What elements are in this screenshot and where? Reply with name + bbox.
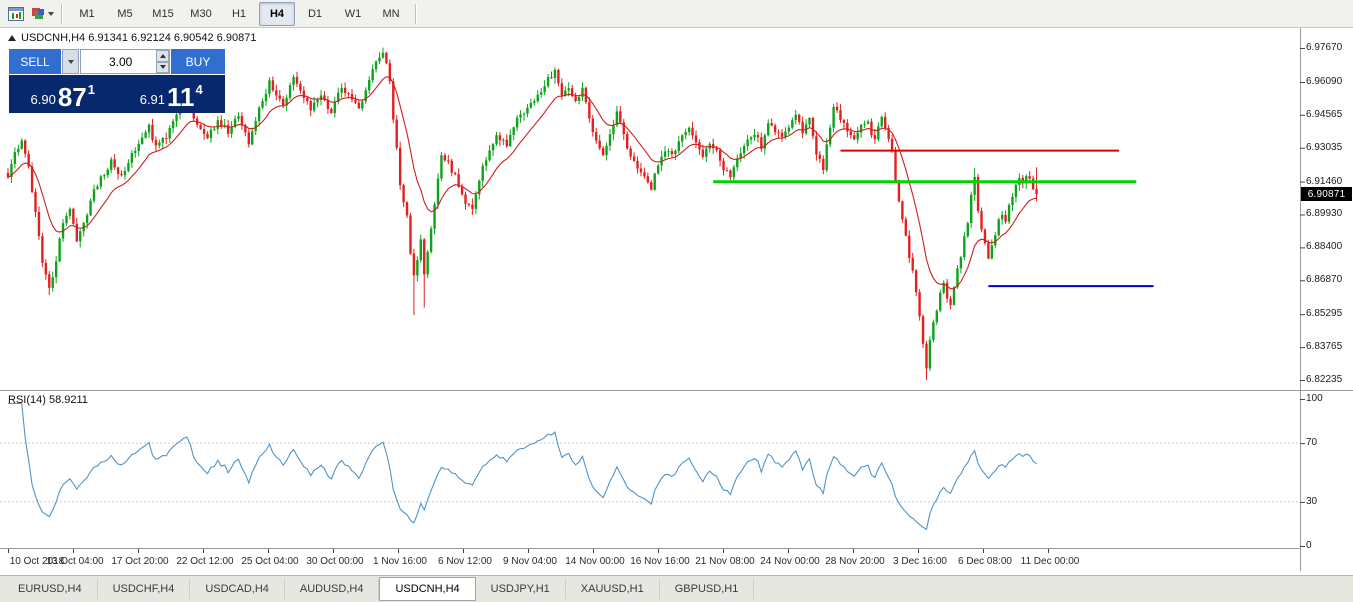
time-axis-label: 6 Nov 12:00 — [438, 556, 492, 567]
time-axis-label: 3 Dec 16:00 — [893, 556, 947, 567]
lot-size-input[interactable] — [80, 49, 170, 74]
sell-price-display[interactable]: 6.90 87 1 — [9, 75, 117, 113]
time-axis-label: 9 Nov 04:00 — [503, 556, 557, 567]
chart-window-glyph — [8, 6, 24, 21]
price-axis-label: 6.85295 — [1306, 308, 1343, 320]
price-axis-label: 6.91460 — [1306, 175, 1343, 187]
order-type-dropdown[interactable] — [62, 49, 79, 74]
lot-spinner-down[interactable] — [156, 61, 169, 73]
time-axis-label: 24 Nov 00:00 — [760, 556, 820, 567]
sell-price-big: 87 — [57, 82, 87, 112]
chart-tab-bar: EURUSD,H4 USDCHF,H4 USDCAD,H4 AUDUSD,H4 USDC… — [0, 575, 1353, 602]
indicator-axis-label: 100 — [1306, 393, 1323, 404]
price-axis-label: 6.83765 — [1306, 341, 1343, 353]
price-axis-label: 6.89930 — [1306, 208, 1343, 220]
time-axis-label: 22 Oct 12:00 — [176, 556, 234, 567]
sell-button[interactable]: SELL — [9, 49, 61, 74]
buy-button[interactable]: BUY — [171, 49, 225, 74]
one-click-trading-panel: SELL BUY 6.90 87 1 6.91 11 4 — [9, 49, 225, 113]
price-axis-label: 6.82235 — [1306, 374, 1343, 385]
sell-price-prefix: 6.90 — [30, 92, 56, 107]
timeframe-m15-button[interactable]: M15 — [152, 7, 174, 20]
chart-colors-icon[interactable] — [30, 2, 55, 26]
price-axis-label: 6.86870 — [1306, 274, 1343, 286]
current-price-tag: 6.90871 — [1301, 187, 1352, 201]
buy-price-display[interactable]: 6.91 11 4 — [117, 75, 225, 113]
time-axis-label: 13 Oct 04:00 — [46, 556, 104, 567]
time-axis-label: 17 Oct 20:00 — [111, 556, 169, 567]
chart-title-text: USDCNH,H4 6.91341 6.92124 6.90542 6.9087… — [21, 32, 257, 44]
spinner-up-icon — [159, 53, 166, 58]
timeframe-m1-button[interactable]: M1 — [79, 7, 95, 20]
time-axis-label: 28 Nov 20:00 — [825, 556, 885, 567]
timeframe-m30-button[interactable]: M30 — [190, 7, 212, 20]
one-click-collapse-icon[interactable] — [8, 35, 16, 41]
sell-price-pip: 1 — [87, 82, 95, 97]
timeframe-w1-button[interactable]: W1 — [344, 7, 362, 20]
chart-window-icon[interactable] — [4, 2, 28, 26]
spinner-down-icon — [159, 65, 166, 70]
timeframe-toolbar: M1 M5 M15 M30 H1 H4 D1 W1 MN — [68, 1, 410, 26]
time-axis-label: 16 Nov 16:00 — [630, 556, 690, 567]
time-axis-label: 30 Oct 00:00 — [306, 556, 364, 567]
timeframe-m5-button[interactable]: M5 — [117, 7, 133, 20]
lot-spinner-up[interactable] — [156, 50, 169, 62]
time-axis-label: 11 Dec 00:00 — [1020, 556, 1080, 567]
chart-tab-usdchf[interactable]: USDCHF,H4 — [98, 579, 191, 599]
chart-tab-eurusd[interactable]: EURUSD,H4 — [3, 579, 98, 599]
rsi-indicator-label: RSI(14) 58.9211 — [8, 394, 88, 406]
top-toolbar: M1 M5 M15 M30 H1 H4 D1 W1 MN — [0, 0, 1353, 28]
time-axis-label: 10 Oct 2018 — [9, 556, 65, 567]
buy-price-big: 11 — [167, 82, 195, 112]
price-axis-label: 6.93035 — [1306, 141, 1343, 153]
caret-down-icon — [48, 11, 54, 16]
time-axis-label: 25 Oct 04:00 — [241, 556, 299, 567]
price-axis-label: 6.97670 — [1306, 42, 1343, 53]
lot-size-field — [80, 49, 170, 74]
timeframe-h4-button[interactable]: H4 — [259, 1, 295, 26]
chart-tab-xauusd[interactable]: XAUUSD,H1 — [566, 579, 660, 599]
caret-down-icon — [67, 59, 74, 64]
timeframe-d1-button[interactable]: D1 — [307, 7, 323, 20]
indicator-axis-label: 0 — [1306, 540, 1312, 551]
chart-colors-glyph — [32, 7, 44, 19]
chart-tab-usdcnh[interactable]: USDCNH,H4 — [379, 577, 476, 601]
toolbar-separator — [61, 3, 63, 24]
toolbar-separator — [415, 3, 417, 24]
timeframe-mn-button[interactable]: MN — [382, 7, 400, 20]
time-axis-label: 1 Nov 16:00 — [373, 556, 427, 567]
chart-tab-audusd[interactable]: AUDUSD,H4 — [285, 579, 380, 599]
buy-price-pip: 4 — [195, 82, 203, 97]
price-axis-label: 6.88400 — [1306, 241, 1343, 253]
chart-tab-gbpusd[interactable]: GBPUSD,H1 — [660, 579, 755, 599]
one-click-prices-row: 6.90 87 1 6.91 11 4 — [9, 75, 225, 113]
buy-price-prefix: 6.91 — [139, 92, 166, 107]
indicator-axis-label: 30 — [1306, 495, 1318, 507]
lot-spinner — [156, 50, 169, 73]
indicator-axis-label: 70 — [1306, 437, 1318, 449]
time-axis-label: 14 Nov 00:00 — [565, 556, 625, 567]
time-axis-label: 21 Nov 08:00 — [695, 556, 755, 567]
price-axis-label: 6.96090 — [1306, 75, 1343, 87]
chart-tab-usdjpy[interactable]: USDJPY,H1 — [476, 579, 566, 599]
time-axis-label: 6 Dec 08:00 — [958, 556, 1012, 567]
chart-title: USDCNH,H4 6.91341 6.92124 6.90542 6.9087… — [8, 32, 256, 44]
chart-tab-usdcad[interactable]: USDCAD,H4 — [190, 579, 285, 599]
price-axis-label: 6.94565 — [1306, 108, 1343, 120]
timeframe-h1-button[interactable]: H1 — [231, 7, 247, 20]
one-click-controls-row: SELL BUY — [9, 49, 225, 74]
